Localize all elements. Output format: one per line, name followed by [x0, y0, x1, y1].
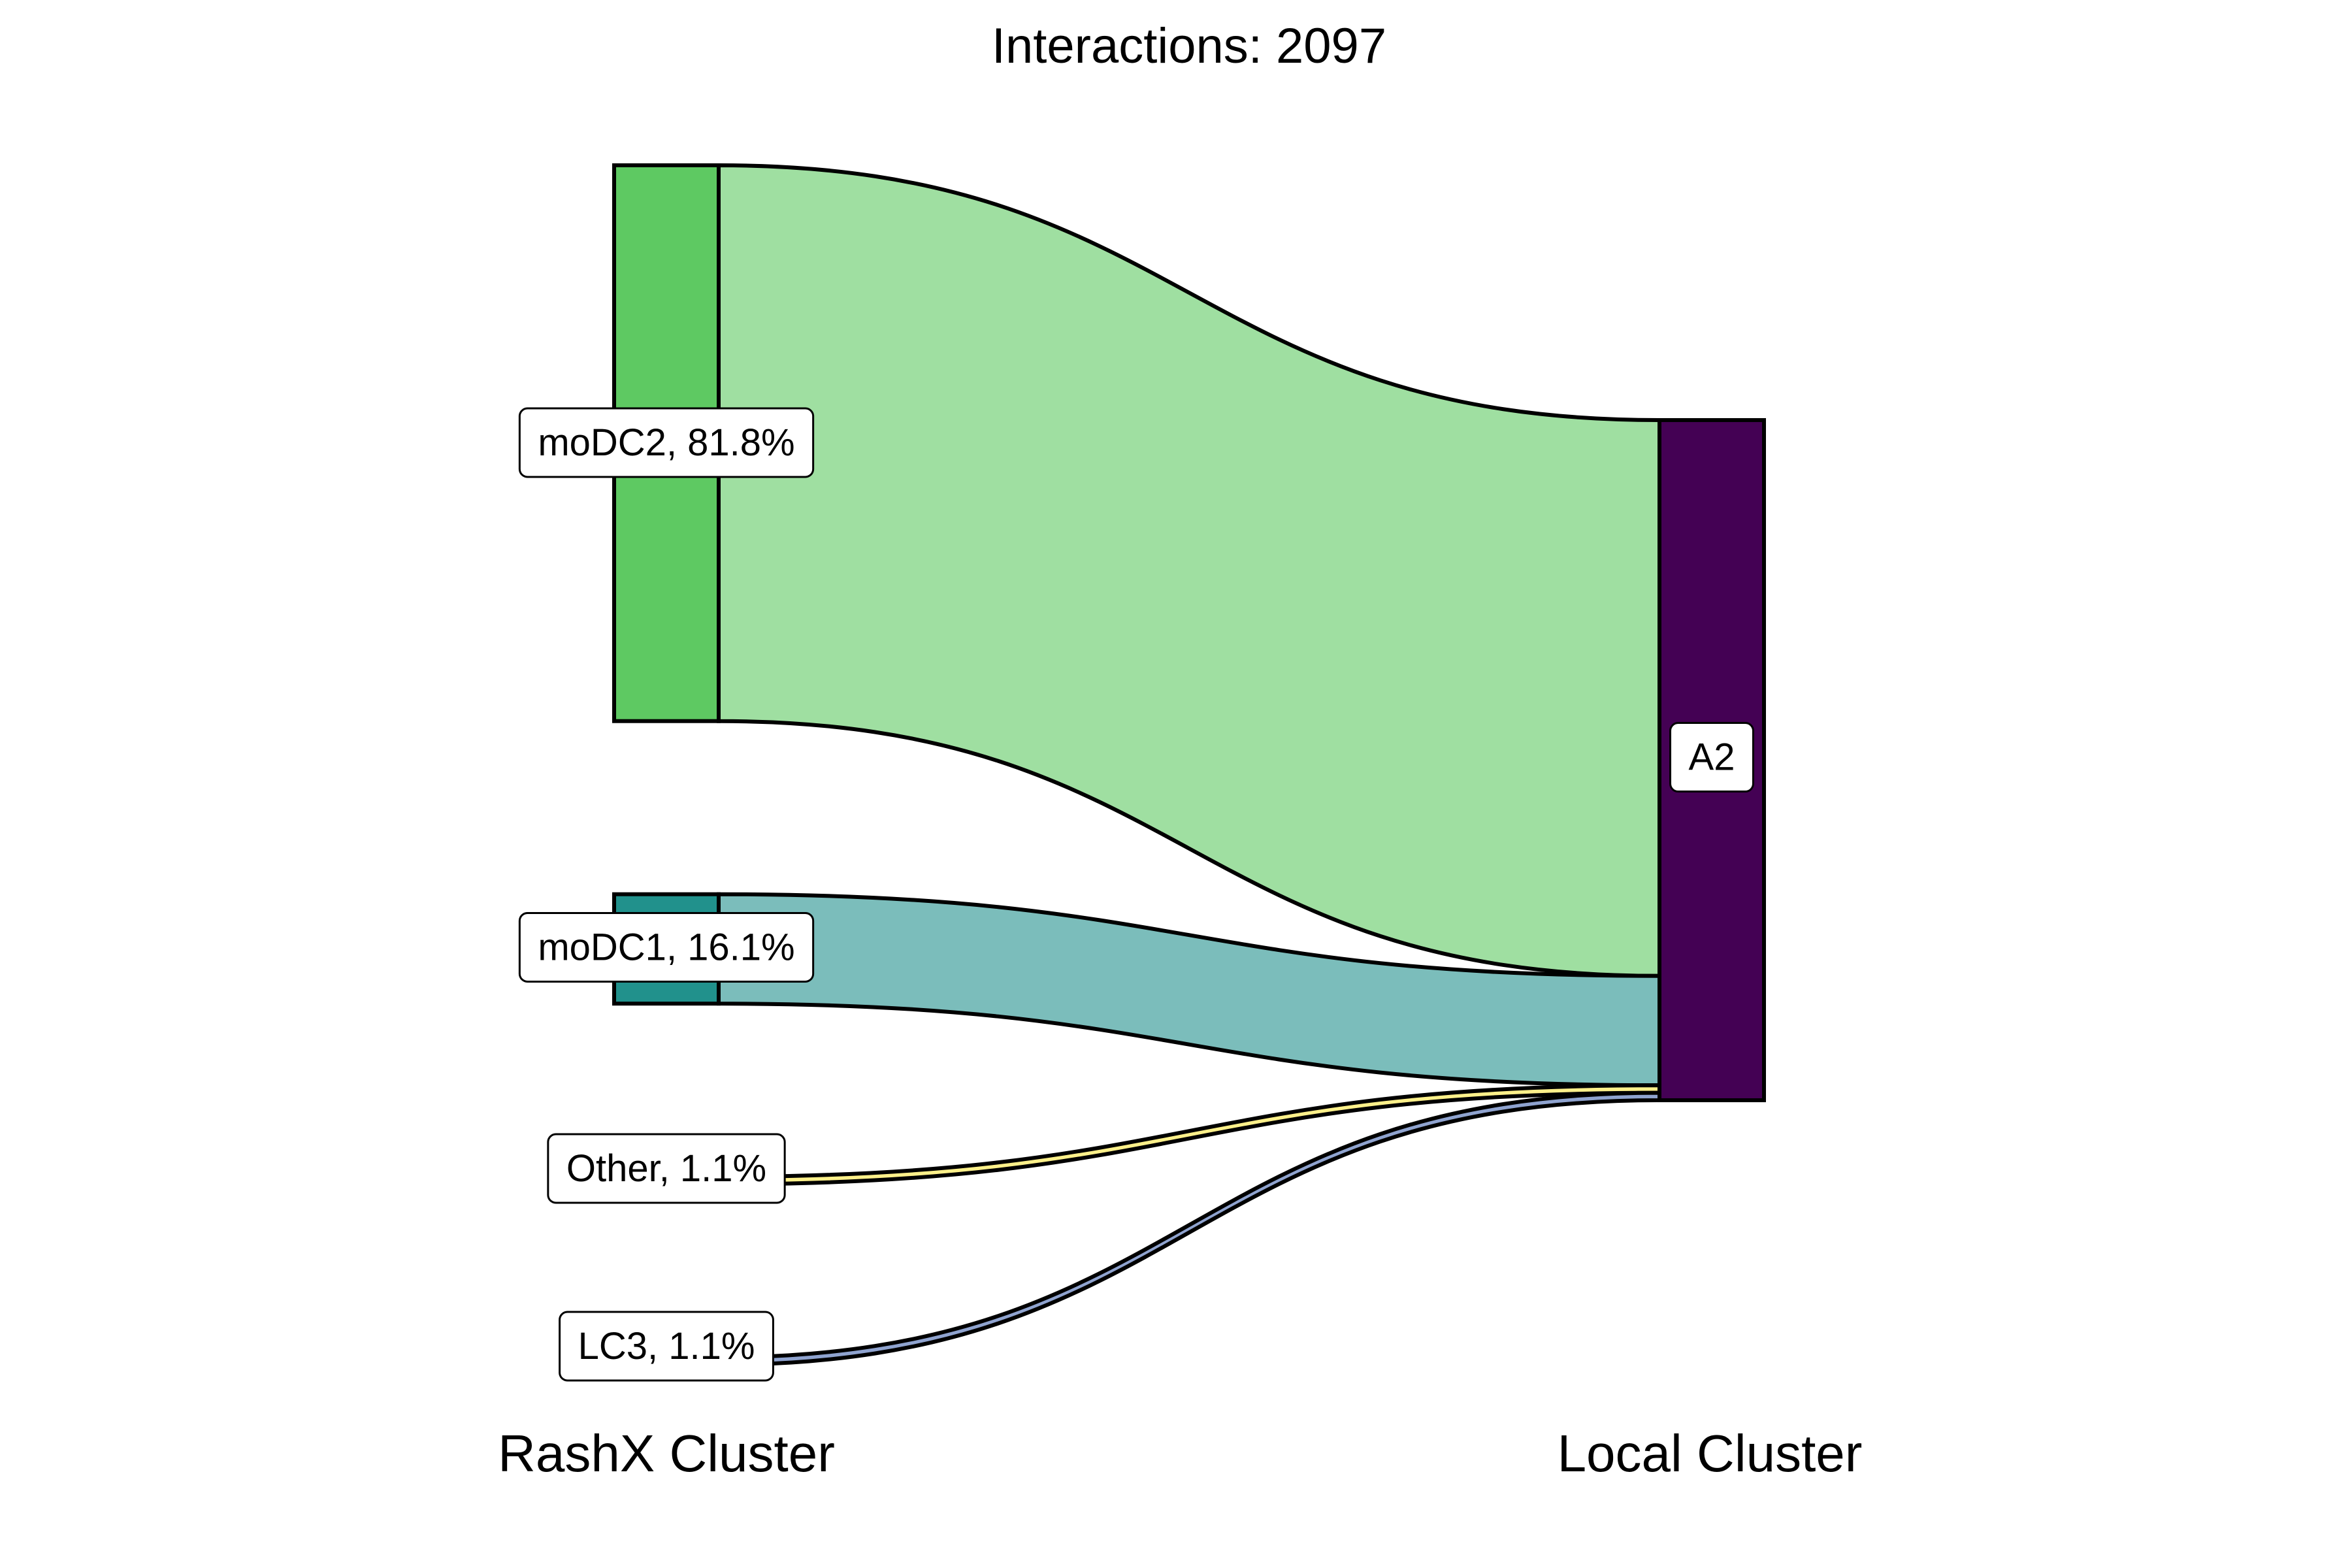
label-modc2-text: moDC2, 81.8%: [538, 421, 794, 464]
label-lc3-text: LC3, 1.1%: [578, 1325, 755, 1367]
label-group: moDC2, 81.8% moDC1, 16.1% Other, 1.1% LC3, …: [518, 407, 1754, 1382]
label-a2: A2: [1669, 722, 1754, 793]
label-other-text: Other, 1.1%: [566, 1147, 766, 1190]
label-modc1-text: moDC1, 16.1%: [538, 926, 794, 968]
flow-modc2-to-a2: [717, 163, 1661, 978]
label-other-box: [547, 1133, 786, 1204]
chart-title: Interactions: 2097: [992, 18, 1386, 74]
label-a2-box: [1669, 722, 1754, 793]
label-other: Other, 1.1%: [547, 1133, 786, 1204]
label-modc2: moDC2, 81.8%: [518, 407, 815, 478]
flow-group: [717, 163, 1661, 1367]
axis-label-right: Local Cluster: [1558, 1424, 1863, 1482]
label-modc1-box: [518, 911, 815, 983]
axis-label-left: RashX Cluster: [498, 1424, 835, 1482]
label-modc1: moDC1, 16.1%: [518, 911, 815, 983]
label-a2-text: A2: [1689, 736, 1735, 779]
label-lc3: LC3, 1.1%: [559, 1311, 774, 1382]
label-lc3-box: [559, 1311, 774, 1382]
label-modc2-box: [518, 407, 815, 478]
